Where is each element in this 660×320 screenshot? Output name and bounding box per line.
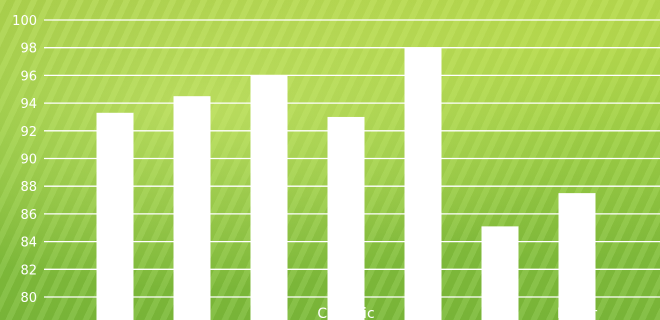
bars — [96, 47, 596, 320]
y-tick-label: 92 — [20, 125, 37, 140]
bar — [404, 47, 442, 320]
y-tick-label: 96 — [20, 69, 37, 84]
y-tick-label: 100 — [12, 14, 37, 29]
y-tick-label: 90 — [20, 153, 37, 168]
y-tick-label: 82 — [20, 263, 37, 278]
bar — [173, 96, 211, 320]
x-category-label: PSA — [101, 306, 129, 320]
bar — [250, 75, 288, 320]
y-tick-label: 94 — [20, 97, 37, 112]
y-tick-label: 86 — [20, 208, 37, 223]
y-axis-tick-labels: 80 82 84 86 88 90 92 94 96 98 100 — [12, 14, 37, 306]
bar — [327, 116, 365, 320]
x-category-label: PWS — [253, 306, 284, 320]
y-tick-label: 88 — [20, 180, 37, 195]
bar — [558, 193, 596, 320]
bar — [96, 112, 134, 320]
bar — [481, 226, 519, 320]
x-category-label: Boiler — [557, 306, 598, 320]
x-category-label: Cryo — [176, 306, 208, 320]
y-tick-label: 84 — [20, 236, 37, 251]
x-category-label: MS — [413, 306, 434, 320]
x-category-label: Catalitic — [317, 306, 374, 320]
y-tick-label: 98 — [20, 42, 37, 57]
x-category-label: CHP — [486, 306, 515, 320]
x-axis-category-labels: PSA Cryo PWS Catalitic MS CHP Boiler — [101, 306, 597, 320]
y-tick-label: 80 — [20, 291, 37, 306]
